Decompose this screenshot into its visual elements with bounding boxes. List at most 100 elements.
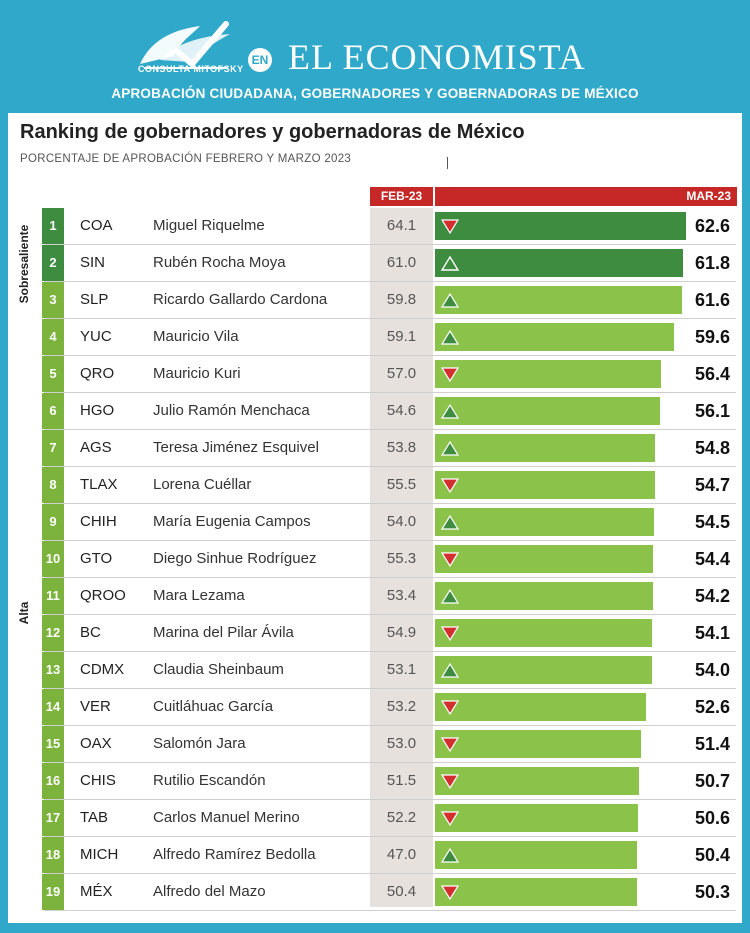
table-row: 13 CDMX Claudia Sheinbaum 53.1 54.0 — [8, 652, 742, 689]
trend-up-icon — [440, 329, 460, 345]
rank-badge: 5 — [42, 356, 64, 392]
state-code: SLP — [80, 291, 109, 308]
state-code: VER — [80, 698, 111, 715]
state-code: CHIH — [80, 513, 117, 530]
row-divider — [44, 577, 736, 578]
governor-name: Teresa Jiménez Esquivel — [153, 439, 319, 456]
governor-name: Ricardo Gallardo Cardona — [153, 291, 328, 308]
table-row: 12 BC Marina del Pilar Ávila 54.9 54.1 — [8, 615, 742, 652]
feb-value: 47.0 — [386, 846, 417, 863]
row-divider — [44, 614, 736, 615]
mar-bar — [435, 804, 638, 832]
mar-bar — [435, 693, 646, 721]
governor-name: Cuitláhuac García — [153, 698, 274, 715]
governor-name: Claudia Sheinbaum — [153, 661, 284, 678]
feb-value: 50.4 — [386, 883, 417, 900]
state-code: GTO — [80, 550, 113, 567]
mar-value: 54.8 — [694, 438, 730, 458]
column-header-mar: MAR-23 — [435, 187, 737, 206]
table-row: 8 TLAX Lorena Cuéllar 55.5 54.7 — [8, 467, 742, 504]
state-code: CDMX — [80, 661, 125, 678]
mar-bar — [435, 323, 674, 351]
state-code: SIN — [80, 254, 106, 271]
state-code: OAX — [80, 735, 112, 752]
trend-up-icon — [440, 292, 460, 308]
mar-bar — [435, 397, 660, 425]
rank-badge: 3 — [42, 282, 64, 318]
row-divider — [44, 466, 736, 467]
table-row: 19 MÉX Alfredo del Mazo 50.4 50.3 — [8, 874, 742, 911]
feb-value: 53.2 — [386, 698, 417, 715]
state-code: CHIS — [80, 772, 116, 789]
mar-value: 61.8 — [694, 253, 730, 273]
trend-up-icon — [440, 440, 460, 456]
state-code: MICH — [80, 846, 119, 863]
state-code: QROO — [80, 587, 126, 604]
trend-down-icon — [440, 219, 460, 235]
en-badge: EN — [248, 48, 272, 72]
mar-bar — [435, 656, 652, 684]
governor-name: Miguel Riquelme — [153, 217, 265, 234]
mar-value: 54.4 — [694, 549, 730, 569]
table-row: 16 CHIS Rutilio Escandón 51.5 50.7 — [8, 763, 742, 800]
state-code: HGO — [80, 402, 115, 419]
governor-name: Alfredo del Mazo — [153, 883, 266, 900]
header: CONSULTA MITOFSKY EN EL ECONOMISTA APROB… — [0, 0, 750, 108]
trend-up-icon — [440, 255, 460, 271]
mar-bar — [435, 212, 686, 240]
mar-bar — [435, 286, 682, 314]
consulta-mitofsky-logo — [140, 21, 230, 69]
rank-badge: 13 — [42, 652, 64, 688]
governor-name: María Eugenia Campos — [153, 513, 311, 530]
subtitle-text: PORCENTAJE DE APROBACIÓN FEBRERO Y MARZO… — [20, 153, 352, 165]
table-row: 6 HGO Julio Ramón Menchaca 54.6 56.1 — [8, 393, 742, 430]
brand-name: EL ECONOMISTA — [288, 37, 586, 77]
feb-value: 54.0 — [386, 513, 417, 530]
mar-bar — [435, 619, 652, 647]
state-code: MÉX — [80, 883, 113, 900]
feb-column-background — [370, 208, 433, 907]
trend-up-icon — [440, 514, 460, 530]
mar-bar — [435, 582, 653, 610]
feb-value: 53.8 — [386, 439, 417, 456]
table-row: 4 YUC Mauricio Vila 59.1 59.6 — [8, 319, 742, 356]
feb-value: 55.5 — [386, 476, 417, 493]
mar-bar — [435, 471, 655, 499]
subtitle-rule — [447, 157, 448, 169]
trend-down-icon — [440, 552, 460, 568]
table-row: 2 SIN Rubén Rocha Moya 61.0 61.8 — [8, 245, 742, 282]
rank-badge: 7 — [42, 430, 64, 466]
governor-name: Diego Sinhue Rodríguez — [153, 550, 317, 567]
rank-badge: 4 — [42, 319, 64, 355]
trend-down-icon — [440, 811, 460, 827]
row-divider — [44, 910, 736, 911]
rank-badge: 16 — [42, 763, 64, 799]
state-code: AGS — [80, 439, 112, 456]
rank-badge: 19 — [42, 874, 64, 910]
mar-value: 50.4 — [694, 845, 730, 865]
mar-bar — [435, 434, 655, 462]
rank-badge: 14 — [42, 689, 64, 725]
trend-up-icon — [440, 662, 460, 678]
feb-value: 59.8 — [386, 291, 417, 308]
row-divider — [44, 540, 736, 541]
trend-down-icon — [440, 737, 460, 753]
mar-value: 50.7 — [694, 771, 730, 791]
feb-value: 57.0 — [386, 365, 417, 382]
mar-value: 61.6 — [694, 290, 730, 310]
feb-value: 59.1 — [386, 328, 417, 345]
trend-down-icon — [440, 626, 460, 642]
governor-name: Carlos Manuel Merino — [153, 809, 300, 826]
row-divider — [44, 762, 736, 763]
table-row: 7 AGS Teresa Jiménez Esquivel 53.8 54.8 — [8, 430, 742, 467]
row-divider — [44, 429, 736, 430]
rank-badge: 1 — [42, 208, 64, 244]
governor-name: Julio Ramón Menchaca — [153, 402, 310, 419]
row-divider — [44, 725, 736, 726]
governor-name: Rutilio Escandón — [153, 772, 266, 789]
row-divider — [44, 244, 736, 245]
state-code: QRO — [80, 365, 115, 382]
feb-value: 54.6 — [386, 402, 417, 419]
row-divider — [44, 651, 736, 652]
trend-down-icon — [440, 774, 460, 790]
